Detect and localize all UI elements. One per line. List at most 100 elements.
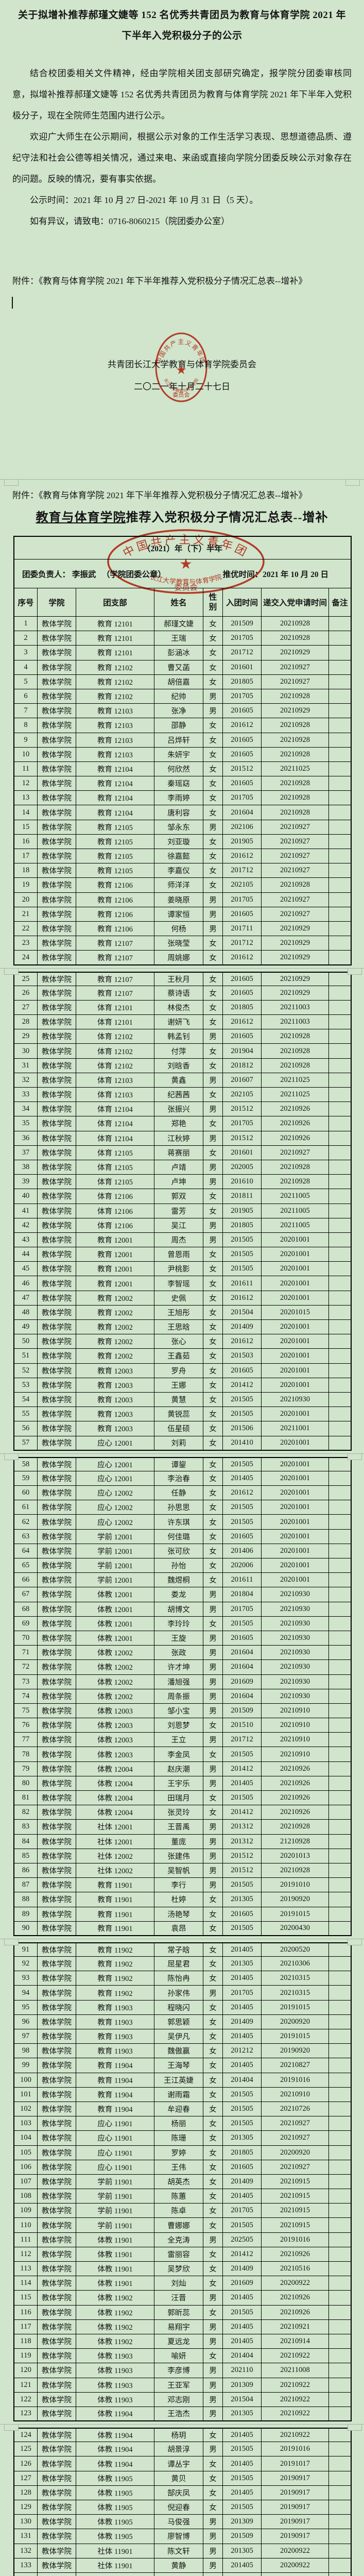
table-cell: 20210910 <box>262 1703 329 1718</box>
table-row: 114 教体学院 体教 11901 刘灿女 201609 20200922 <box>14 2276 351 2291</box>
table-cell: 体教 12004 <box>76 1776 154 1790</box>
table-cell: 女 <box>203 2014 223 2029</box>
table-cell: 王娜 <box>154 1378 203 1392</box>
table-cell: 59 <box>14 1471 38 1486</box>
table-cell: 曾恩雨 <box>154 1247 203 1262</box>
table-cell: 男 <box>203 1131 223 1145</box>
table-cell: 201405 <box>223 2058 262 2073</box>
table-cell: 王旋 <box>154 1631 203 1646</box>
page-break-line <box>0 2424 364 2425</box>
table-cell: 学前 11901 <box>76 2218 154 2232</box>
table-cell: 教体学院 <box>38 704 76 718</box>
table-cell: 教育 12105 <box>76 820 154 834</box>
table-cell: 201406 <box>223 1544 262 1558</box>
table-cell: 202105 <box>223 1088 262 1102</box>
table-cell: 201409 <box>223 2174 262 2189</box>
table-cell: 张振兴 <box>154 1102 203 1116</box>
table-cell: 9 <box>14 733 38 747</box>
table-row: 100 教体学院 教育 11904 王江英婕女 201404 20191016 <box>14 2073 351 2088</box>
table-cell: 卢坤 <box>154 1175 203 1189</box>
table-cell: 刘恩梦 <box>154 1718 203 1733</box>
table-cell: 女 <box>203 1000 223 1015</box>
table-cell: 42 <box>14 1218 38 1232</box>
table-cell: 20201001 <box>262 1515 329 1529</box>
table-cell: 教体学院 <box>38 1145 76 1160</box>
table-cell: 教体学院 <box>38 733 76 747</box>
table-cell <box>329 1421 351 1435</box>
table-cell: 117 <box>14 2319 38 2334</box>
table-cell: 伍星硕 <box>154 1421 203 1436</box>
table-row: 11 教体学院 教育 12104 何欣然女 201512 20211025 <box>14 761 351 777</box>
table-cell <box>329 1291 351 1305</box>
table-cell: 女 <box>203 1436 223 1450</box>
table-cell: 男 <box>203 2442 223 2456</box>
table-row: 75 教体学院 体教 12003 邹小宝男 201509 20210910 <box>14 1703 351 1719</box>
table-cell: 教体学院 <box>38 1602 76 1616</box>
table-cell: 教育 11902 <box>76 1986 154 2000</box>
table-cell: 纪帅 <box>154 689 203 704</box>
table-cell: 20210928 <box>262 776 329 791</box>
table-cell: 201505 <box>223 1247 262 1262</box>
table-cell: 陈怡冉 <box>154 1971 203 1986</box>
table-cell: 201811 <box>223 1189 262 1204</box>
table-cell: 女 <box>203 1907 223 1921</box>
table-cell: 女 <box>203 1334 223 1349</box>
table-cell: 20201001 <box>262 1529 329 1544</box>
table-row: 79 教体学院 体教 12004 赵庆潮男 201412 20210926 <box>14 1761 351 1776</box>
table-row: 16 教体学院 教育 12105 刘亚璇女 201905 20210927 <box>14 834 351 849</box>
table-cell: 教体学院 <box>38 1291 76 1305</box>
table-cell: 男 <box>203 2363 223 2378</box>
table-cell: 教体学院 <box>38 2000 76 2014</box>
table-cell: 75 <box>14 1703 38 1718</box>
table-cell: 36 <box>14 1131 38 1145</box>
table-cell: 刘晗香 <box>154 1058 203 1073</box>
table-row: 90 教体学院 教育 11901 袁昂女 201505 20200430 <box>14 1921 351 1936</box>
table-cell: 201405 <box>223 1971 262 1986</box>
table-cell: 学前 12001 <box>76 1544 154 1558</box>
table-cell: 男 <box>203 1761 223 1776</box>
table-cell: 全克涛 <box>154 2232 203 2247</box>
table-cell: 社体 12001 <box>76 1820 154 1834</box>
table-cell: 男 <box>203 907 223 921</box>
table-cell: 201409 <box>223 2262 262 2276</box>
table-cell: 教育 12102 <box>76 689 154 704</box>
table-cell: 史佩 <box>154 1291 203 1305</box>
table-cell: 教体学院 <box>38 2276 76 2291</box>
table-cell <box>329 1660 351 1674</box>
table-cell: 教育 12103 <box>76 718 154 733</box>
table-cell: 教体学院 <box>38 1674 76 1689</box>
table-cell: 201510 <box>223 1718 262 1733</box>
table-cell: 35 <box>14 1116 38 1131</box>
table-cell: 体教 11903 <box>76 2363 154 2378</box>
table-cell: 20201015 <box>262 1305 329 1319</box>
table-cell: 应心 12001 <box>76 1436 154 1450</box>
table-cell: 20210910 <box>262 1747 329 1761</box>
table-cell: 20200922 <box>262 2558 329 2572</box>
table-cell: 20200922 <box>262 2572 329 2576</box>
table-cell: 20211025 <box>262 761 329 776</box>
table-cell <box>329 1471 351 1485</box>
table-cell <box>329 1189 351 1203</box>
table-row: 55 教体学院 教育 12003 黄锐蕊女 201505 20201001 <box>14 1407 351 1422</box>
table-cell: 201505 <box>223 2116 262 2131</box>
table-cell <box>329 617 351 631</box>
table-cell: 廖智博 <box>154 2529 203 2544</box>
table-cell: 刘灿 <box>154 2276 203 2291</box>
table-row: 10 教体学院 教育 12103 朱妍宇女 201605 20210928 <box>14 747 351 762</box>
table-cell: 教体学院 <box>38 1892 76 1907</box>
table-cell: 39 <box>14 1175 38 1189</box>
table-cell: 教育 12103 <box>76 733 154 747</box>
table-cell: 张净 <box>154 704 203 718</box>
table-header-row: 序号 学院 团支部 姓名 性别 入团时间 递交入党申请时间 备注 <box>14 588 351 617</box>
seal-note: （学院团委公章） <box>102 570 166 579</box>
table-cell: 体教 11904 <box>76 2442 154 2456</box>
table-cell: 10 <box>14 747 38 761</box>
table-cell: 刘亚璇 <box>154 834 203 849</box>
table-cell <box>329 878 351 892</box>
table-cell: 学前 11901 <box>76 2189 154 2204</box>
table-cell: 应心 12002 <box>76 1500 154 1515</box>
table-cell: 20191015 <box>262 2029 329 2044</box>
table-cell: 教体学院 <box>38 2044 76 2058</box>
table-cell: 55 <box>14 1407 38 1421</box>
table-row: 42 教体学院 体育 12106 吴江男 201805 20211005 <box>14 1218 351 1233</box>
